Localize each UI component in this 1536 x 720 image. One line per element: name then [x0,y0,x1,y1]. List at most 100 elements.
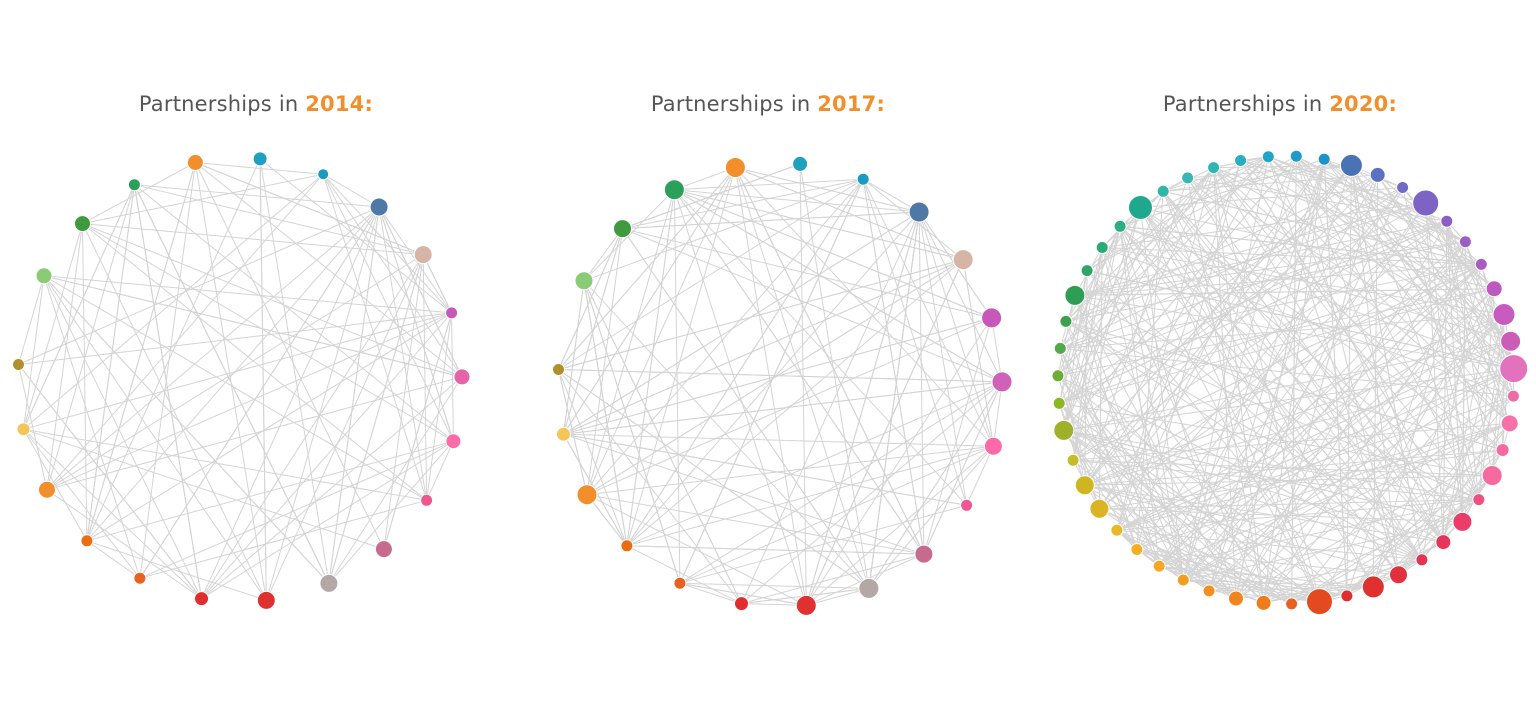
partner-node[interactable] [1389,565,1408,585]
partner-node[interactable] [1396,181,1410,194]
partner-node[interactable] [1052,396,1066,410]
partner-node[interactable] [1181,171,1195,185]
partner-node[interactable] [1066,453,1080,467]
partnership-edge [426,312,453,501]
partner-node[interactable] [673,576,687,590]
partnership-edge [1425,202,1515,369]
partnership-edge [1057,167,1215,377]
partner-node[interactable] [1306,588,1333,616]
partner-node[interactable] [620,539,634,553]
partner-node[interactable] [792,155,809,172]
partnership-edge [626,545,742,605]
partner-node[interactable] [12,358,25,371]
partner-node[interactable] [1500,414,1519,433]
partner-node[interactable] [127,178,141,192]
partner-node[interactable] [734,596,749,612]
partner-node[interactable] [1234,154,1248,167]
partner-node[interactable] [1500,330,1522,352]
partner-node[interactable] [613,219,632,239]
partner-node[interactable] [1089,498,1110,519]
partner-node[interactable] [1472,493,1486,507]
partner-node[interactable] [983,436,1003,456]
partnership-edge [195,162,424,256]
partner-node[interactable] [194,591,209,607]
partner-node[interactable] [317,168,330,181]
partner-node[interactable] [574,271,594,291]
partner-node[interactable] [38,480,56,499]
partner-node[interactable] [374,540,393,559]
partner-node[interactable] [319,573,339,593]
partner-node[interactable] [35,267,53,285]
partner-node[interactable] [858,577,880,599]
partner-node[interactable] [960,498,974,512]
partner-node[interactable] [914,544,934,564]
partner-node[interactable] [420,493,434,507]
partner-node[interactable] [552,363,565,376]
partner-node[interactable] [1415,553,1429,567]
partner-node[interactable] [1110,523,1124,537]
partner-node[interactable] [795,594,817,616]
partner-node[interactable] [74,215,91,233]
partner-node[interactable] [1152,559,1166,573]
partner-node[interactable] [1474,257,1488,271]
partner-node[interactable] [1492,303,1516,326]
partner-node[interactable] [1128,195,1153,220]
partner-node[interactable] [1113,219,1127,233]
partner-node[interactable] [1080,264,1094,278]
partner-node[interactable] [724,157,746,178]
partner-node[interactable] [453,368,471,386]
partner-node[interactable] [1485,280,1503,298]
partner-node[interactable] [1053,341,1067,355]
partner-node[interactable] [1176,573,1190,587]
partner-node[interactable] [1499,354,1529,384]
partner-node[interactable] [1074,475,1095,496]
partnership-edge [583,178,864,282]
partner-node[interactable] [1202,584,1216,598]
partner-node[interactable] [1051,369,1065,383]
partner-node[interactable] [1440,214,1454,228]
partner-node[interactable] [981,307,1003,329]
partner-node[interactable] [1452,511,1473,532]
partnership-edge [1162,190,1444,543]
partner-node[interactable] [1317,152,1331,166]
partner-node[interactable] [1095,241,1109,254]
partner-node[interactable] [1059,314,1073,328]
partner-node[interactable] [1156,184,1170,198]
partner-node[interactable] [908,201,930,223]
partner-node[interactable] [1228,590,1244,607]
partner-node[interactable] [663,179,685,201]
partner-node[interactable] [1495,443,1510,457]
partner-node[interactable] [369,197,389,217]
partner-node[interactable] [1255,594,1272,611]
partner-node[interactable] [1064,284,1086,306]
partner-node[interactable] [952,249,974,271]
partner-node[interactable] [252,151,268,167]
partner-node[interactable] [1289,149,1303,163]
partner-node[interactable] [1340,589,1354,603]
partner-node[interactable] [413,245,433,265]
partner-node[interactable] [1458,235,1472,249]
partner-node[interactable] [1053,419,1075,441]
partner-node[interactable] [80,534,94,548]
partner-node[interactable] [186,154,204,171]
partner-node[interactable] [133,571,147,585]
partner-node[interactable] [991,371,1013,393]
partner-node[interactable] [576,484,598,506]
partner-node[interactable] [1369,166,1386,183]
partner-node[interactable] [1361,575,1385,599]
partner-node[interactable] [1207,161,1221,175]
partner-node[interactable] [1285,597,1299,611]
partner-node[interactable] [1506,389,1520,403]
partner-node[interactable] [256,590,276,610]
partner-node[interactable] [445,433,462,450]
partner-node[interactable] [1412,189,1440,217]
partner-node[interactable] [1339,153,1363,177]
partner-node[interactable] [556,426,571,442]
partner-node[interactable] [445,306,459,320]
partner-node[interactable] [856,172,870,186]
partner-node[interactable] [1261,150,1275,164]
partner-node[interactable] [1130,543,1144,556]
partner-node[interactable] [16,422,31,437]
partner-node[interactable] [1435,534,1452,551]
partner-node[interactable] [1481,465,1503,486]
